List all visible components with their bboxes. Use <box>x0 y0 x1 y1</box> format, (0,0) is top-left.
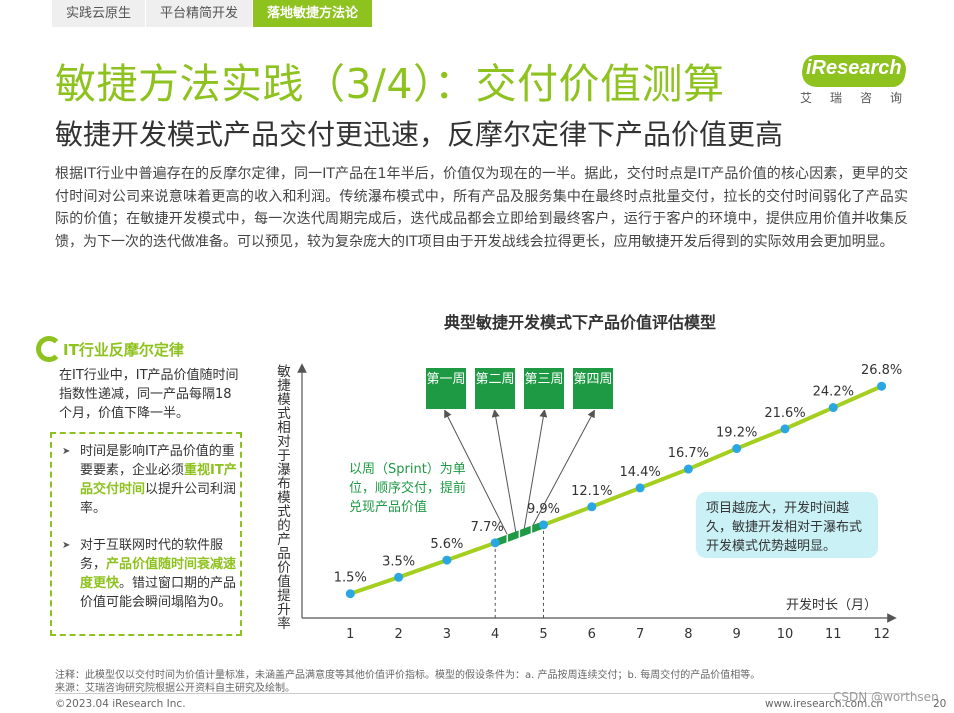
data-label: 24.2% <box>813 385 854 400</box>
week-box-3: 第三周 <box>523 367 565 410</box>
site-url[interactable]: www.iresearch.com.cn <box>765 698 884 710</box>
data-point <box>683 464 693 474</box>
note-highlight: 产品价值随时间衰减速度更快 <box>80 557 237 591</box>
series-line <box>349 384 883 596</box>
x-tick-label: 1 <box>346 627 354 642</box>
x-tick-label: 9 <box>733 627 741 642</box>
x-tick-label: 12 <box>873 627 890 642</box>
data-point <box>587 502 597 512</box>
note-text: 。错过窗口期的产品价值可能会瞬间塌陷为0。 <box>80 576 237 610</box>
watermark: CSDN @worthsen <box>833 690 939 704</box>
sprint-annotation: 以周（Sprint）为单位，顺序交付，提前兑现产品价值 <box>349 462 467 515</box>
x-axis-label: 开发时长（月） <box>786 598 878 613</box>
x-tick-label: 11 <box>825 627 842 642</box>
data-point <box>635 483 645 493</box>
law-title: IT行业反摩尔定律 <box>63 341 184 359</box>
page-number: 20 <box>933 698 947 710</box>
notes-box: ➤ 时间是影响IT产品价值的重要要素，企业必须重视IT产品交付时间以提升公司利润… <box>50 432 242 636</box>
data-point <box>877 381 887 391</box>
note-text: 时间是影响IT产品价值的重要要素，企业必须 <box>80 444 235 478</box>
top-tabs: 实践云原生 平台精简开发 落地敏捷方法论 <box>52 0 374 27</box>
week-box-1: 第一周 <box>425 367 467 410</box>
tab-cloud-native[interactable]: 实践云原生 <box>52 0 147 27</box>
x-tick-label: 2 <box>394 627 402 642</box>
tab-agile[interactable]: 落地敏捷方法论 <box>253 0 374 27</box>
callout-box: 项目越庞大，开发时间越久，敏捷开发相对于瀑布式开发模式优势越明显。 <box>696 492 878 558</box>
data-label: 21.6% <box>764 406 805 421</box>
x-tick-label: 7 <box>636 627 644 642</box>
data-label: 9.9% <box>527 502 560 517</box>
y-axis-label: 敏捷模式相对于瀑布模式的产品价值提升率 <box>277 364 291 632</box>
data-label: 14.4% <box>619 465 660 480</box>
data-label: 1.5% <box>334 571 367 586</box>
copyright: ©2023.04 iResearch Inc. <box>55 698 186 710</box>
footer-divider <box>55 693 915 694</box>
logo-subtext: 艾瑞咨询 <box>800 91 921 105</box>
data-label: 26.8% <box>861 363 902 378</box>
data-point <box>442 555 452 565</box>
week-arrow <box>491 409 517 534</box>
data-point <box>345 589 355 599</box>
data-label: 5.6% <box>430 537 463 552</box>
note-text: 对于互联网时代的软件服务， <box>80 538 224 572</box>
data-point <box>394 572 404 582</box>
triangle-bullet-icon: ➤ <box>62 446 71 457</box>
data-label: 7.7% <box>471 520 504 535</box>
data-point <box>780 424 790 434</box>
week-box-2: 第二周 <box>474 367 516 410</box>
x-tick-label: 10 <box>777 627 794 642</box>
x-tick-label: 5 <box>539 627 547 642</box>
data-label: 3.5% <box>382 554 415 569</box>
source-note: 来源：艾瑞咨询研究院根据公开资料自主研究及绘制。 <box>55 683 295 694</box>
law-header: IT行业反摩尔定律 <box>36 334 256 366</box>
logo-text: iResearch <box>806 57 902 79</box>
week-box-4: 第四周 <box>572 367 614 410</box>
intro-paragraph: 根据IT行业中普遍存在的反摩尔定律，同一IT产品在1年半后，价值仅为现在的一半。… <box>55 166 908 250</box>
week-arrow <box>444 409 509 537</box>
data-label: 12.1% <box>571 484 612 499</box>
week-arrow <box>523 409 548 531</box>
data-point <box>732 444 742 454</box>
week-arrow <box>531 409 595 528</box>
tab-platform-dev[interactable]: 平台精简开发 <box>146 0 254 27</box>
c-bracket-icon <box>36 336 62 362</box>
note-item: ➤ 对于互联网时代的软件服务，产品价值随时间衰减速度更快。错过窗口期的产品价值可… <box>62 536 238 612</box>
x-tick-label: 3 <box>443 627 451 642</box>
note-text: 以提升公司利润率。 <box>80 482 237 516</box>
data-point <box>539 520 548 530</box>
page-title: 敏捷方法实践（3/4）：交付价值测算 <box>55 60 725 108</box>
law-description: 在IT行业中，IT产品价值随时间指数性递减，同一产品每隔18个月，价值下降一半。 <box>59 368 239 421</box>
page-subtitle: 敏捷开发模式产品交付更迅速，反摩尔定律下产品价值更高 <box>55 118 784 151</box>
triangle-bullet-icon: ➤ <box>62 540 71 551</box>
data-label: 16.7% <box>668 446 709 461</box>
chart-title: 典型敏捷开发模式下产品价值评估模型 <box>444 313 717 332</box>
note-item: ➤ 时间是影响IT产品价值的重要要素，企业必须重视IT产品交付时间以提升公司利润… <box>62 442 238 518</box>
footnote: 注释：此模型仅以交付时间为价值计量标准，未涵盖产品满意度等其他价值评价指标。模型… <box>55 670 761 681</box>
iresearch-logo: iResearch 艾瑞咨询 <box>792 55 910 105</box>
note-highlight: 重视IT产品交付时间 <box>80 463 237 497</box>
data-point <box>828 403 838 413</box>
x-tick-label: 6 <box>588 627 596 642</box>
x-tick-label: 4 <box>491 627 499 642</box>
x-tick-label: 8 <box>684 627 692 642</box>
data-point <box>490 538 500 548</box>
data-label: 19.2% <box>716 426 757 441</box>
